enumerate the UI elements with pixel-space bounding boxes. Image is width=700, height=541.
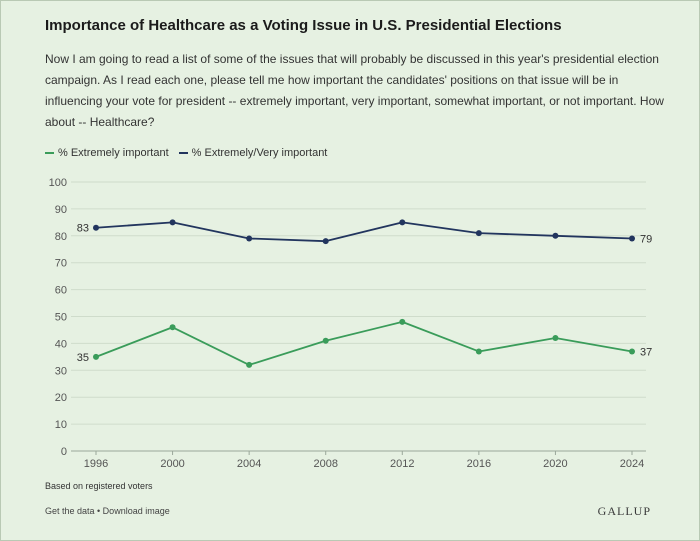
y-tick-label-30: 30 — [55, 365, 67, 377]
data-point-s1-2020 — [552, 232, 559, 239]
gallup-logo: GALLUP — [597, 504, 651, 518]
x-tick-label-2016: 2016 — [467, 458, 491, 470]
y-tick-label-20: 20 — [55, 392, 67, 404]
series-line-0 — [95, 320, 633, 366]
y-tick-label-70: 70 — [55, 258, 67, 270]
data-point-s1-2016 — [475, 230, 482, 237]
x-tick-label-2000: 2000 — [160, 458, 184, 470]
y-tick-label-10: 10 — [55, 419, 67, 431]
data-point-s1-2024 — [629, 235, 635, 242]
y-tick-label-0: 0 — [61, 446, 67, 458]
data-label-s1-2024: 79 — [640, 233, 652, 245]
chart-subtitle: Now I am going to read a list of some of… — [45, 52, 664, 129]
data-point-s0-2016 — [475, 348, 482, 355]
line-chart: 0 10 20 30 40 50 60 70 80 90 100 1996 2000 2004 2008 20… — [49, 177, 653, 470]
data-point-s0-2024 — [629, 348, 635, 355]
data-point-s0-2004 — [246, 361, 253, 368]
data-point-s1-2008 — [322, 238, 329, 245]
y-tick-label-80: 80 — [55, 231, 67, 243]
data-point-s1-2004 — [246, 235, 253, 242]
legend-label-extremely: % Extremely important — [58, 147, 169, 159]
data-label-s0-1996: 35 — [77, 352, 89, 364]
legend-label-extremely-very: % Extremely/Very important — [191, 147, 328, 159]
x-tick-label-2008: 2008 — [313, 458, 337, 470]
chart-legend: % Extremely important % Extremely/Very i… — [45, 147, 327, 159]
y-tick-label-50: 50 — [55, 312, 67, 324]
legend-item-extremely: % Extremely important — [45, 147, 169, 159]
y-tick-label-60: 60 — [55, 285, 67, 297]
data-point-s1-2012 — [399, 219, 406, 226]
data-point-s1-2000 — [169, 219, 176, 226]
data-label-s0-2024: 37 — [640, 346, 652, 358]
data-label-s1-1996: 83 — [77, 223, 89, 235]
x-tick-label-2012: 2012 — [390, 458, 414, 470]
data-point-s1-1996 — [93, 224, 99, 231]
chart-note: Based on registered voters — [45, 481, 153, 491]
series-line-1 — [95, 221, 633, 243]
y-tick-label-40: 40 — [55, 338, 67, 350]
data-point-s0-2008 — [322, 337, 329, 344]
legend-swatch-extremely — [45, 152, 54, 154]
legend-swatch-extremely-very — [178, 152, 188, 154]
data-point-s0-2000 — [169, 324, 176, 331]
y-tick-label-100: 100 — [49, 177, 67, 189]
x-tick-label-2004: 2004 — [237, 458, 261, 470]
data-point-s0-2012 — [399, 318, 406, 325]
y-tick-label-90: 90 — [55, 204, 67, 216]
legend-item-extremely-very: % Extremely/Very important — [178, 147, 328, 159]
x-tick-label-2024: 2024 — [620, 458, 644, 470]
data-point-s0-2020 — [552, 335, 559, 342]
x-tick-label-2020: 2020 — [543, 458, 567, 470]
chart-title: Importance of Healthcare as a Voting Iss… — [45, 17, 562, 34]
data-point-s0-1996 — [93, 353, 99, 360]
x-tick-label-1996: 1996 — [84, 458, 108, 470]
footer-links[interactable]: Get the data • Download image — [45, 506, 170, 516]
